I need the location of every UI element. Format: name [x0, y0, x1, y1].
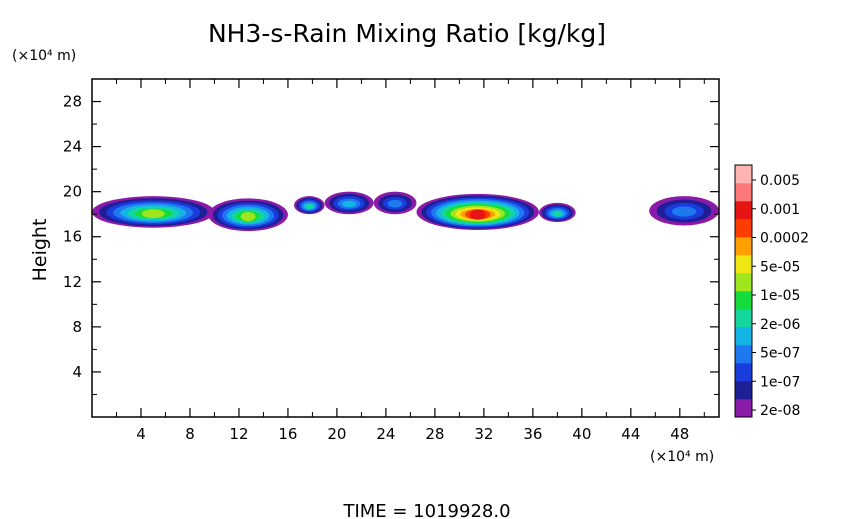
colorbar-label: 5e-05 [760, 259, 800, 275]
data-region [324, 191, 374, 215]
colorbar-swatch [735, 399, 752, 418]
time-label: TIME = 1019928.0 [342, 501, 510, 519]
contour-level [387, 199, 403, 208]
y-tick-label: 4 [72, 363, 82, 381]
x-tick-label: 48 [670, 425, 689, 443]
colorbar: 0.005 0.001 0.0002 5e-05 1e-05 2e-06 5e-07 1e-0… [734, 164, 809, 419]
x-tick-label: 32 [474, 425, 493, 443]
colorbar-swatch [735, 201, 752, 220]
contour-level [342, 200, 357, 208]
contour-level [305, 203, 314, 209]
data-region [208, 198, 288, 232]
colorbar-swatch [735, 219, 752, 238]
x-tick-label: 8 [185, 425, 195, 443]
colorbar-swatch [735, 363, 752, 382]
colorbar-label: 0.001 [760, 202, 800, 218]
colorbar-swatch [735, 237, 752, 256]
x-tick-label: 20 [327, 425, 346, 443]
colorbar-swatch [735, 273, 752, 292]
y-tick-label: 24 [63, 138, 82, 156]
colorbar-frame [734, 164, 753, 418]
x-tick-label: 4 [136, 425, 146, 443]
colorbar-label: 0.0002 [760, 231, 809, 247]
colorbar-swatch [735, 345, 752, 364]
y-axis-label: Height [29, 219, 51, 282]
data-region [416, 193, 539, 230]
y-tick-label: 12 [63, 273, 82, 291]
x-tick-label: 44 [621, 425, 640, 443]
colorbar-swatch [735, 291, 752, 310]
data-region [92, 196, 215, 228]
colorbar-swatch [735, 255, 752, 274]
colorbar-swatch [735, 327, 752, 346]
colorbar-label: 0.005 [760, 173, 800, 189]
x-axis-unit: (×10⁴ m) [650, 449, 714, 465]
contour-level [671, 206, 697, 217]
x-tick-label: 40 [572, 425, 591, 443]
x-tick-label: 24 [376, 425, 395, 443]
data-layer [92, 191, 719, 232]
data-region [538, 202, 576, 223]
colorbar-label: 1e-05 [760, 288, 800, 304]
y-tick-label: 28 [63, 93, 82, 111]
y-axis-unit: (×10⁴ m) [12, 48, 76, 64]
x-tick-label: 28 [425, 425, 444, 443]
chart-title: NH3-s-Rain Mixing Ratio [kg/kg] [208, 19, 606, 48]
y-tick-label: 16 [63, 228, 82, 246]
x-tick-label: 36 [523, 425, 542, 443]
colorbar-label: 5e-07 [760, 346, 800, 362]
contour-level [552, 211, 562, 217]
colorbar-swatch [735, 165, 752, 184]
colorbar-label: 2e-06 [760, 317, 800, 333]
colorbar-swatch [735, 309, 752, 328]
data-region [373, 191, 417, 215]
data-region [294, 196, 325, 215]
contour-level [240, 211, 256, 222]
contour-level [141, 209, 165, 219]
colorbar-label: 1e-07 [760, 374, 800, 390]
colorbar-swatch [735, 183, 752, 202]
x-tick-label: 12 [229, 425, 248, 443]
colorbar-swatch [735, 381, 752, 400]
y-tick-label: 8 [72, 318, 82, 336]
plot-frame [91, 78, 720, 418]
y-tick-label: 20 [63, 183, 82, 201]
data-region [649, 196, 719, 226]
colorbar-label: 2e-08 [760, 403, 800, 419]
x-tick-label: 16 [278, 425, 297, 443]
contour-level [469, 209, 486, 220]
